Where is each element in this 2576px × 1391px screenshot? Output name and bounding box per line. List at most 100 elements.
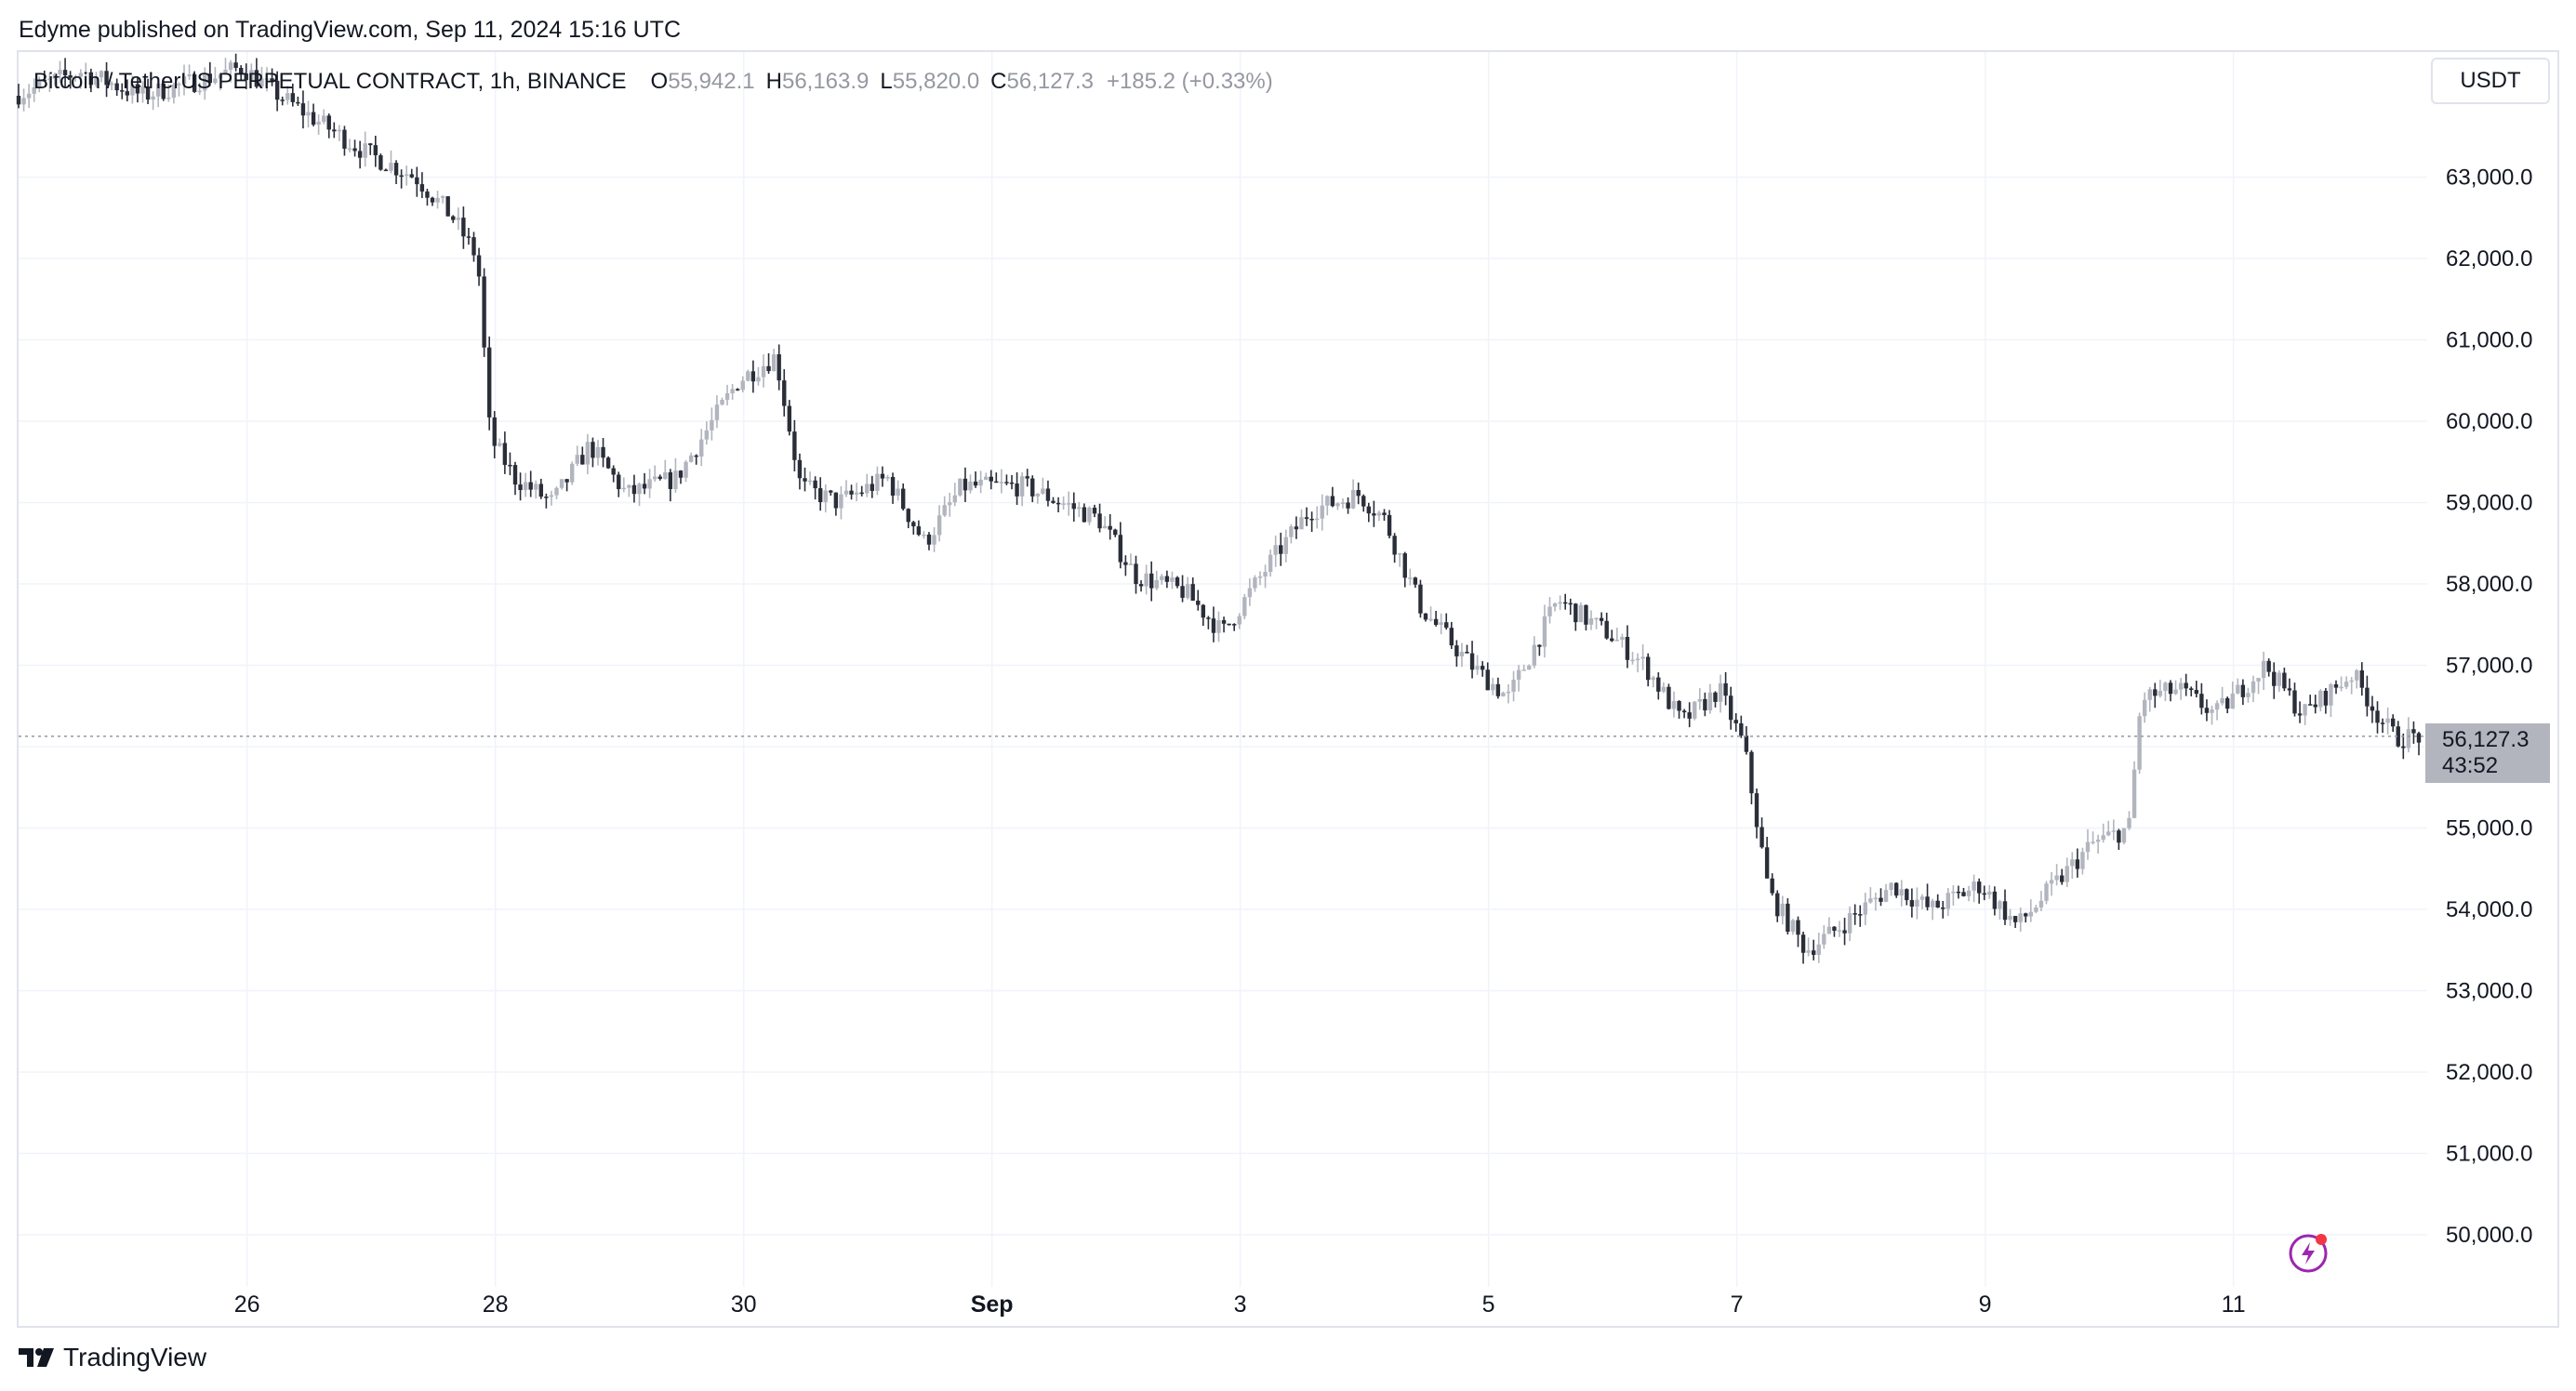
candle-body <box>2121 828 2127 843</box>
brand-footer[interactable]: TradingView <box>19 1343 206 1372</box>
candle-body <box>1905 889 1909 901</box>
candle-body <box>2184 682 2188 689</box>
flash-icon[interactable] <box>2288 1231 2330 1274</box>
candle-body <box>94 77 99 86</box>
candle-body <box>1092 507 1097 514</box>
candle-body <box>68 74 73 78</box>
candle-body <box>42 79 47 82</box>
chart-frame <box>17 50 2559 1328</box>
candle-body <box>1449 628 1454 646</box>
candle-body <box>2396 726 2400 747</box>
candle-body <box>1966 890 1972 896</box>
candle-body <box>1537 644 1542 647</box>
candle-body <box>1408 577 1413 579</box>
candle-body <box>1935 900 1940 908</box>
candle-body <box>342 129 347 149</box>
candle-body <box>435 197 440 203</box>
candle-body <box>2085 841 2091 853</box>
candle-body <box>896 488 900 497</box>
candle-body <box>1863 902 1868 915</box>
candle-body <box>854 492 859 495</box>
candle-body <box>1206 617 1211 619</box>
candle-body <box>1211 618 1216 633</box>
candle-body <box>1645 656 1651 681</box>
bar-countdown: 43:52 <box>2442 753 2499 778</box>
candle-body <box>2142 699 2147 717</box>
candle-body <box>280 99 285 101</box>
candle-body <box>926 534 932 545</box>
price-axis: 50,000.0 51,000.0 52,000.0 53,000.0 54,000.0… <box>2446 166 2532 1249</box>
publisher-line: Edyme published on TradingView.com, Sep … <box>19 17 682 43</box>
candle-body <box>859 492 864 495</box>
candle-body <box>1340 502 1346 504</box>
candle-body <box>2411 729 2416 734</box>
candle-body <box>942 505 947 516</box>
candle-body <box>1552 603 1558 607</box>
candle-body <box>512 465 518 485</box>
candle-body <box>534 484 538 490</box>
candle-body <box>177 84 181 86</box>
candle-body <box>58 70 62 74</box>
candle-body <box>1366 506 1372 514</box>
candle-body <box>2210 709 2214 713</box>
candle-body <box>2080 852 2085 869</box>
candle-body <box>554 487 559 496</box>
change-value: +185.2 (+0.33%) <box>1106 69 1273 94</box>
candle-body <box>321 115 326 122</box>
candle-body <box>1253 577 1257 589</box>
candle-body <box>1045 488 1051 501</box>
candle-body <box>833 492 839 509</box>
candle-body <box>1387 514 1392 537</box>
candle-body <box>1739 722 1744 736</box>
candle-body <box>430 197 435 203</box>
candle-body <box>1397 553 1402 555</box>
candle-body <box>1392 536 1397 555</box>
candle-body <box>523 482 528 491</box>
candle-body <box>2117 830 2121 843</box>
last-price-value: 56,127.3 <box>2442 727 2530 752</box>
candle-body <box>1279 545 1283 554</box>
candle-body <box>829 490 833 493</box>
candle-body <box>197 90 202 93</box>
candle-body <box>1687 712 1692 719</box>
candle-body <box>326 115 331 130</box>
candle-body <box>704 430 710 440</box>
candle-body <box>2349 680 2354 682</box>
candle-body <box>363 143 367 158</box>
candle-body <box>642 484 647 489</box>
candle-body <box>357 151 363 158</box>
candle-body <box>37 79 42 87</box>
candle-body <box>948 502 952 506</box>
candle-body <box>1837 930 1842 932</box>
candle-body <box>968 481 973 491</box>
candle-body <box>1681 710 1687 713</box>
symbol-legend[interactable]: Bitcoin / TetherUS PERPETUAL CONTRACT, 1… <box>33 69 1273 95</box>
currency-button[interactable]: USDT <box>2431 58 2550 104</box>
candle-body <box>699 439 704 457</box>
candle-body <box>1227 623 1231 626</box>
candle-body <box>777 354 781 381</box>
candle-body <box>1987 891 1992 895</box>
candle-body <box>994 481 999 484</box>
candle-body <box>1495 683 1501 696</box>
candle-body <box>2385 718 2390 723</box>
candle-body <box>2246 693 2251 697</box>
candle-body <box>1138 584 1144 587</box>
candle-body <box>1998 901 2002 909</box>
candle-body <box>1201 604 1206 618</box>
candle-body <box>84 72 88 74</box>
candle-body <box>673 470 678 489</box>
candle-body <box>264 78 270 80</box>
candle-body <box>1578 604 1584 623</box>
candle-body <box>161 83 166 99</box>
brand-name: TradingView <box>63 1343 207 1371</box>
candle-body <box>1263 572 1268 577</box>
candle-body <box>2158 690 2163 696</box>
candle-body <box>900 488 906 510</box>
candle-body <box>1614 639 1620 642</box>
candle-body <box>1568 603 1573 605</box>
x-tick-label: 26 <box>234 1292 260 1318</box>
candle-body <box>1930 900 1935 907</box>
candle-body <box>1170 577 1175 582</box>
